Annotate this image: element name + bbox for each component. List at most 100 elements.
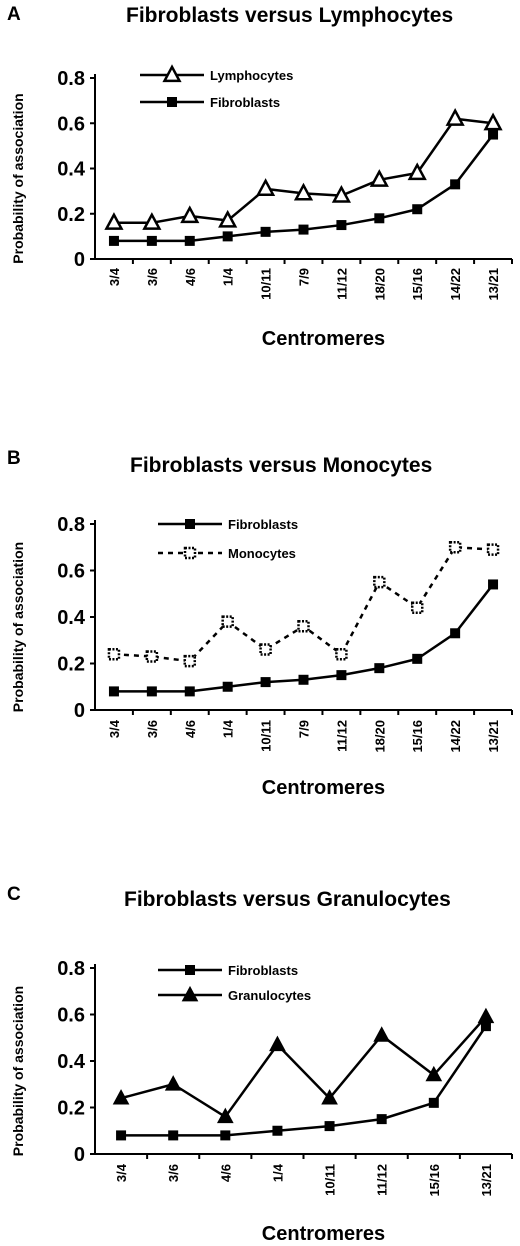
data-point xyxy=(486,543,500,556)
x-tick-label: 4/6 xyxy=(218,1164,233,1182)
data-point xyxy=(477,1007,495,1024)
x-tick-label: 15/16 xyxy=(410,268,425,301)
data-point xyxy=(412,653,423,664)
y-tick-label: 0.4 xyxy=(57,607,86,629)
data-point xyxy=(145,650,159,663)
x-tick-label: 15/16 xyxy=(410,720,425,753)
x-tick-label: 10/11 xyxy=(259,720,274,752)
data-point xyxy=(259,643,272,656)
y-tick-label: 0.2 xyxy=(57,654,85,676)
data-point xyxy=(108,686,119,697)
data-point xyxy=(297,620,310,633)
data-point xyxy=(425,1065,443,1082)
legend-marker xyxy=(162,64,182,83)
y-tick-label: 0 xyxy=(74,700,85,722)
axes: 0 0.2 0.4 0.6 0.8 3/4 3/6 4/6 1/4 10/11 7/9 11/12 18… xyxy=(57,68,513,301)
series-fibroblasts xyxy=(108,579,499,697)
data-point xyxy=(488,579,499,590)
data-point xyxy=(220,1130,231,1141)
legend-item: Fibroblasts xyxy=(158,963,298,978)
y-axis-label: Probability of association xyxy=(10,986,26,1156)
series-fibroblasts xyxy=(108,129,499,246)
x-tick-label: 3/4 xyxy=(107,719,122,738)
data-point xyxy=(428,1097,439,1108)
y-tick-label: 0.6 xyxy=(57,1005,85,1027)
data-point xyxy=(180,205,200,224)
y-tick-label: 0.8 xyxy=(57,514,85,536)
x-tick-label: 18/20 xyxy=(372,268,387,301)
chart-c: 0 0.2 0.4 0.6 0.8 3/4 3/6 4/6 1/4 10/11 11/12 15/16… xyxy=(10,958,513,1245)
x-tick-label: 11/12 xyxy=(375,1164,390,1196)
legend-item: Fibroblasts xyxy=(158,517,298,532)
legend-marker xyxy=(181,985,199,1002)
legend-label: Fibroblasts xyxy=(228,963,298,978)
data-point xyxy=(255,178,276,196)
data-point xyxy=(216,1107,234,1124)
y-axis-label: Probability of association xyxy=(10,93,26,263)
y-tick-label: 0 xyxy=(74,1144,85,1166)
legend-item: Fibroblasts xyxy=(140,95,280,110)
data-point xyxy=(331,184,352,203)
x-tick-label: 7/9 xyxy=(297,720,312,738)
data-point xyxy=(448,541,462,554)
data-point xyxy=(293,182,314,201)
data-point xyxy=(412,204,423,215)
legend-label: Lymphocytes xyxy=(210,68,293,83)
x-tick-label: 11/12 xyxy=(334,720,349,752)
data-point xyxy=(146,235,157,246)
x-tick-label: 3/6 xyxy=(145,720,160,738)
chart-title: Fibroblasts versus Lymphocytes xyxy=(126,4,454,27)
data-point xyxy=(183,654,197,668)
y-tick-label: 0.4 xyxy=(57,1051,86,1073)
legend-label: Granulocytes xyxy=(228,988,311,1003)
series-line xyxy=(120,1015,487,1119)
panel-letter: C xyxy=(7,884,21,905)
data-point xyxy=(450,179,461,190)
legend-marker xyxy=(185,519,195,529)
data-point xyxy=(298,224,309,235)
data-point xyxy=(335,647,348,661)
data-point xyxy=(116,1130,127,1141)
data-point xyxy=(480,1021,491,1032)
x-tick-label: 4/6 xyxy=(183,268,198,286)
y-tick-label: 0 xyxy=(74,249,85,271)
data-point xyxy=(260,226,271,237)
data-point xyxy=(142,212,162,230)
series-line xyxy=(113,546,494,663)
legend-marker xyxy=(183,546,197,560)
data-point xyxy=(221,615,234,628)
legend-marker xyxy=(185,965,195,975)
data-point xyxy=(450,628,461,639)
legend-label: Fibroblasts xyxy=(228,517,298,532)
x-tick-label: 1/4 xyxy=(221,719,236,738)
data-point xyxy=(272,1125,283,1136)
data-point xyxy=(184,686,195,697)
x-tick-label: 10/11 xyxy=(323,1164,338,1196)
data-point xyxy=(168,1130,179,1141)
x-tick-label: 15/16 xyxy=(427,1164,442,1197)
data-point xyxy=(164,1075,182,1091)
x-tick-label: 14/22 xyxy=(448,268,463,301)
data-point xyxy=(222,231,233,242)
data-point xyxy=(218,209,238,228)
data-point xyxy=(184,235,195,246)
data-point xyxy=(336,670,347,681)
series-monocytes xyxy=(107,541,500,668)
panel-c: C Fibroblasts versus Granulocytes 0 0.2 0.… xyxy=(0,880,520,1246)
data-point xyxy=(324,1121,335,1132)
x-tick-label: 3/6 xyxy=(145,268,160,286)
x-tick-label: 13/21 xyxy=(479,1164,494,1197)
data-point xyxy=(222,681,233,692)
axes: 0 0.2 0.4 0.6 0.8 3/4 3/6 4/6 1/4 10/11 11/12 15/16… xyxy=(57,958,513,1197)
x-axis-label: Centromeres xyxy=(262,328,385,350)
y-tick-label: 0.6 xyxy=(57,113,85,135)
data-point xyxy=(373,575,386,589)
data-point xyxy=(374,213,385,224)
data-point xyxy=(483,112,503,131)
axes: 0 0.2 0.4 0.6 0.8 3/4 3/6 4/6 1/4 10/11 7/9 11/12 18… xyxy=(57,514,513,753)
y-tick-label: 0.2 xyxy=(57,1098,85,1120)
data-point xyxy=(112,1089,130,1105)
y-tick-label: 0.8 xyxy=(57,68,85,90)
data-point xyxy=(374,663,385,674)
data-point xyxy=(407,162,427,181)
